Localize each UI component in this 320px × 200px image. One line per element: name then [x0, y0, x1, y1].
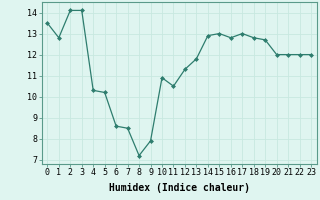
- X-axis label: Humidex (Indice chaleur): Humidex (Indice chaleur): [109, 183, 250, 193]
